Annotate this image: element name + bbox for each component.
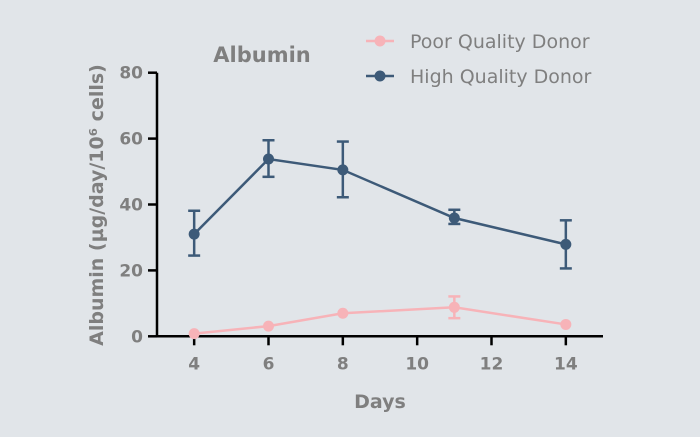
y-tick-label: 20 [119,261,143,281]
data-point [188,328,200,340]
chart-title: Albumin [213,43,310,67]
data-point [560,318,572,330]
data-point [337,164,349,176]
x-tick-label: 14 [554,354,578,374]
y-tick-label: 80 [119,64,143,84]
legend-label: High Quality Donor [410,66,592,88]
data-point [448,212,460,224]
legend-marker [374,35,386,47]
y-tick-label: 60 [119,130,143,150]
y-tick-label: 0 [131,327,143,347]
data-point [560,238,572,250]
x-tick-label: 6 [263,354,275,374]
legend-label: Poor Quality Donor [410,31,590,53]
data-point [263,320,274,332]
x-tick-label: 12 [480,354,504,374]
legend-marker [374,70,386,82]
data-point [263,153,274,165]
series-line [194,306,567,335]
data-point [188,228,200,240]
series-line [193,157,567,246]
x-tick-label: 8 [337,354,349,374]
data-point [448,301,460,313]
data-point [337,307,349,319]
x-tick-label: 4 [188,354,200,374]
y-axis-label: Albumin (µg/day/10⁶ cells) [86,64,108,346]
series-high-quality-donor [188,138,572,270]
y-tick-label: 40 [119,196,143,216]
series-poor-quality-donor [188,295,572,340]
x-tick-label: 10 [405,354,429,374]
x-axis-label: Days [354,391,406,413]
